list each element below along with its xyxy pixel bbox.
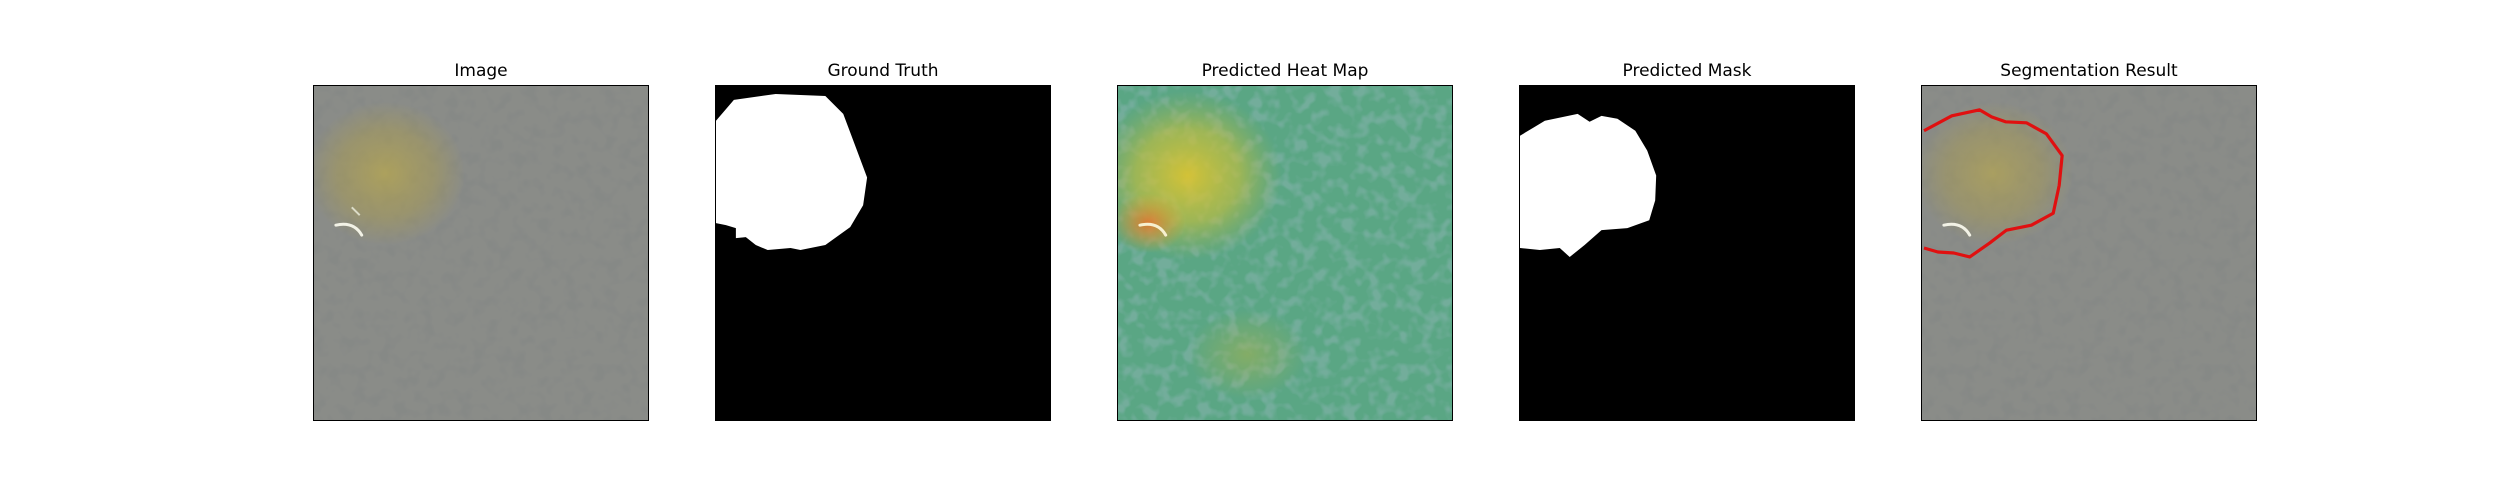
defect-scratch — [1942, 222, 1972, 237]
panel-title: Predicted Heat Map — [1201, 61, 1369, 81]
defect-mark — [351, 206, 361, 216]
heatmap-canvas — [1117, 85, 1453, 421]
panel-title: Image — [454, 61, 508, 81]
predicted-mask-region — [1520, 113, 1657, 257]
pred-mask-canvas — [1519, 85, 1855, 421]
panel-title: Segmentation Result — [2000, 61, 2178, 81]
segmentation-canvas — [1921, 85, 2257, 421]
panel-title: Predicted Mask — [1622, 61, 1752, 81]
ground-truth-region — [716, 93, 868, 251]
panel-image: Image — [313, 0, 649, 500]
image-svg — [314, 86, 648, 420]
segmentation-svg — [1922, 86, 2256, 420]
heatmap-svg — [1118, 86, 1452, 420]
defect-scratch — [334, 222, 364, 237]
pred-mask-svg — [1520, 86, 1854, 420]
heat-warm-area — [1187, 309, 1307, 400]
segmentation-contour — [1923, 108, 2064, 259]
panel-ground-truth: Ground Truth — [715, 0, 1051, 500]
ground-truth-canvas — [715, 85, 1051, 421]
panel-segmentation: Segmentation Result — [1921, 0, 2257, 500]
panel-pred-mask: Predicted Mask — [1519, 0, 1855, 500]
image-canvas — [313, 85, 649, 421]
defect-region — [314, 101, 466, 246]
defect-region — [1922, 101, 2074, 246]
panel-title: Ground Truth — [827, 61, 939, 81]
ground-truth-svg — [716, 86, 1050, 420]
defect-scratch — [1138, 222, 1168, 237]
panel-heatmap: Predicted Heat Map — [1117, 0, 1453, 500]
